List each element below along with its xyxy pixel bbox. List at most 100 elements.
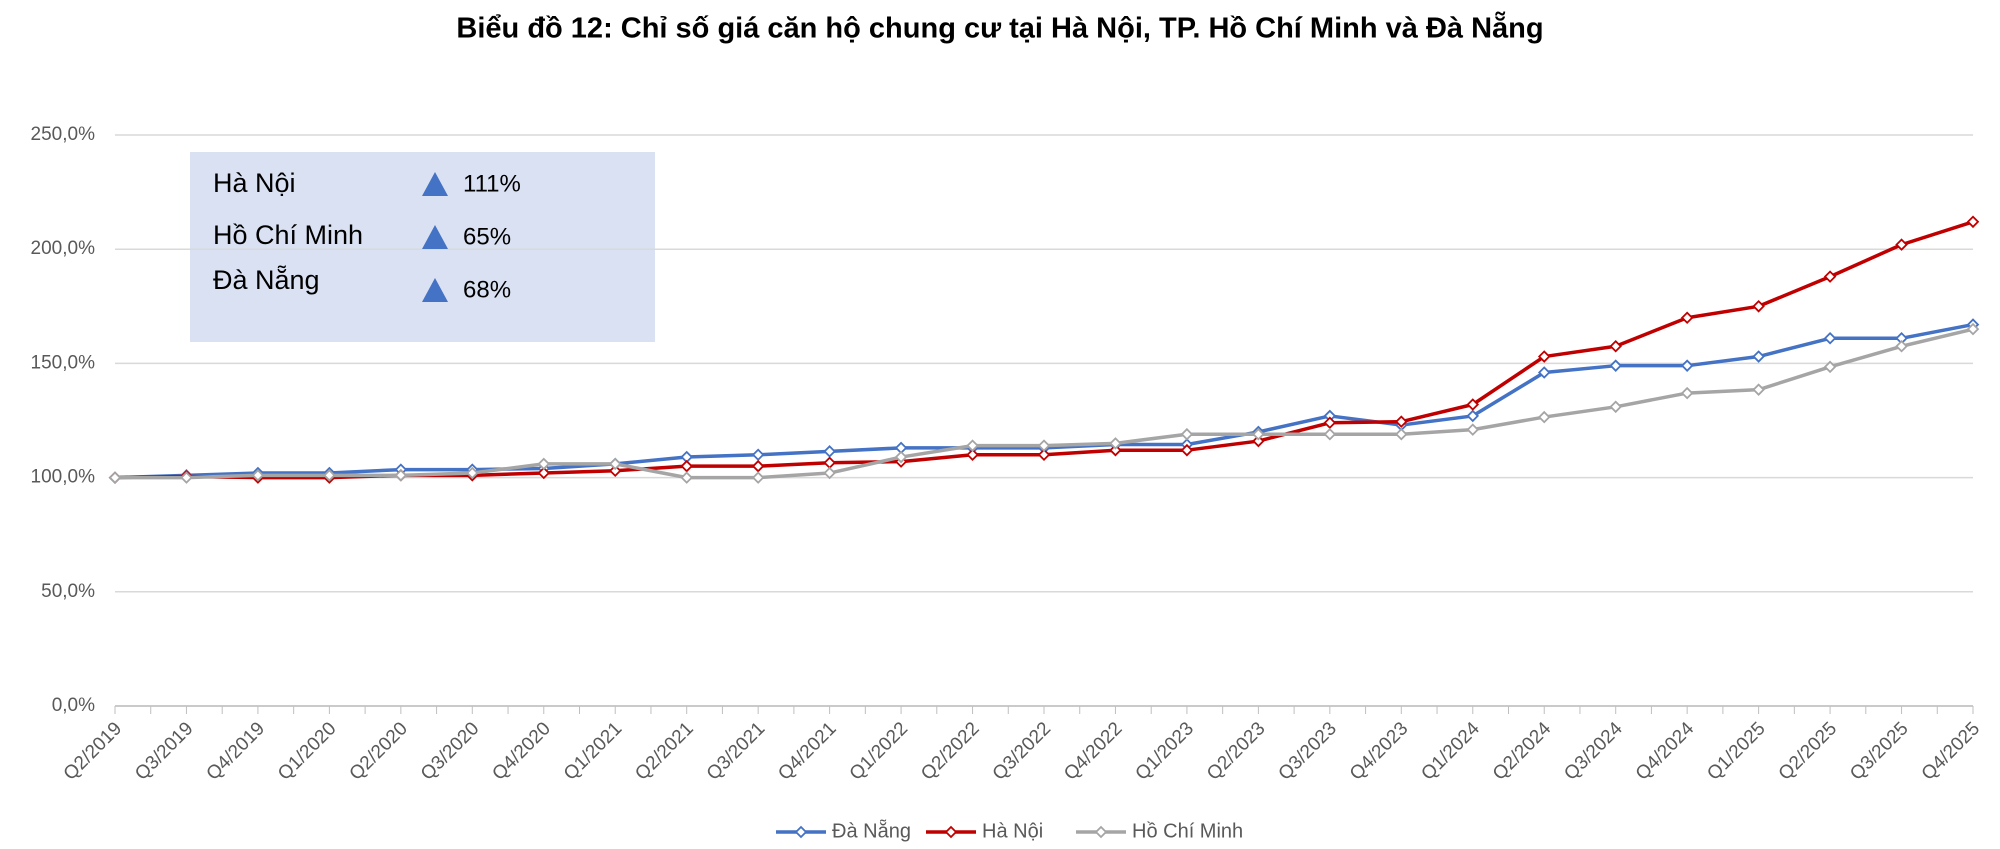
x-tick-label: Q2/2021 (631, 718, 697, 784)
point-marker (1609, 400, 1622, 414)
point-marker (1537, 410, 1551, 424)
point-marker (1180, 443, 1194, 457)
point-marker (1252, 434, 1265, 448)
point-marker (1966, 322, 1980, 336)
point-marker (1609, 359, 1622, 372)
point-marker (1752, 383, 1765, 396)
point-marker (466, 466, 479, 480)
point-marker (251, 469, 265, 482)
y-tick-label: 0,0% (52, 695, 95, 716)
up-triangle (422, 172, 448, 196)
point-marker (1823, 270, 1837, 283)
point-marker (1109, 443, 1122, 457)
point-marker (1395, 415, 1408, 428)
legend-label: Hồ Chí Minh (1132, 820, 1243, 842)
point-marker (1537, 366, 1551, 379)
x-tick-label: Q4/2024 (1632, 718, 1699, 785)
x-tick-label: Q1/2021 (560, 718, 626, 784)
x-tick-label: Q3/2025 (1846, 718, 1912, 784)
x-tick-label: Q2/2024 (1489, 718, 1556, 785)
x-tick-label: Q4/2023 (1346, 718, 1412, 784)
x-tick-label: Q3/2019 (131, 718, 197, 784)
point-marker (1752, 300, 1765, 313)
point-marker (1466, 423, 1480, 436)
x-tick-label: Q2/2019 (60, 718, 126, 784)
annotation-change: 111% (463, 170, 521, 197)
y-tick-label: 100,0% (31, 467, 96, 488)
y-tick-label: 200,0% (31, 238, 96, 259)
point-marker (323, 469, 336, 482)
point-marker (1323, 416, 1337, 430)
point-marker (1680, 311, 1694, 324)
annotation-change: 68% (463, 276, 511, 303)
annotation-change: 65% (463, 223, 511, 250)
point-marker (680, 471, 693, 484)
x-tick-label: Q2/2025 (1775, 718, 1841, 784)
point-marker (751, 448, 765, 462)
x-tick-label: Q2/2023 (1203, 718, 1269, 784)
x-tick-label: Q4/2022 (1060, 718, 1126, 784)
point-marker (1895, 339, 1908, 353)
point-marker (823, 456, 836, 470)
point-marker (1037, 439, 1051, 452)
point-marker (1680, 359, 1694, 372)
point-marker (751, 459, 765, 473)
x-tick-label: Q1/2020 (274, 718, 340, 784)
point-marker (1395, 427, 1408, 441)
x-tick-label: Q2/2022 (917, 718, 983, 784)
point-marker (1823, 360, 1837, 374)
x-tick-label: Q3/2023 (1275, 718, 1341, 784)
legend-marker (1094, 825, 1108, 839)
legend-label: Đà Nẵng (832, 819, 911, 842)
x-tick-label: Q3/2020 (417, 718, 483, 784)
point-marker (180, 471, 193, 484)
point-marker (1037, 448, 1051, 462)
x-tick-label: Q3/2021 (703, 718, 769, 784)
chart-title: Biểu đồ 12: Chỉ số giá căn hộ chung cư t… (456, 11, 1543, 45)
point-marker (1466, 409, 1480, 423)
point-marker (1537, 350, 1551, 363)
x-tick-label: Q1/2022 (846, 718, 912, 784)
x-tick-label: Q2/2020 (346, 718, 412, 784)
up-triangle (422, 225, 448, 249)
y-tick-label: 50,0% (41, 581, 95, 602)
point-marker (823, 445, 836, 458)
x-tick-label: Q4/2021 (774, 718, 840, 784)
x-tick-label: Q3/2022 (989, 718, 1055, 784)
point-marker (394, 469, 408, 482)
x-tick-label: Q3/2024 (1560, 718, 1627, 785)
point-marker (1823, 332, 1837, 345)
point-marker (1323, 427, 1337, 441)
point-marker (966, 448, 979, 462)
point-marker (108, 471, 122, 484)
x-tick-label: Q4/2020 (488, 718, 554, 784)
x-tick-label: Q4/2019 (203, 718, 269, 784)
legend-marker (794, 825, 808, 839)
point-marker (1966, 215, 1980, 229)
point-marker (537, 457, 551, 471)
x-tick-label: Q1/2024 (1417, 718, 1484, 785)
point-marker (1752, 350, 1765, 363)
point-marker (1680, 386, 1694, 400)
point-marker (680, 459, 693, 473)
annotation-label: Hồ Chí Minh (213, 220, 363, 250)
point-marker (1609, 339, 1622, 353)
up-triangle (422, 278, 448, 302)
annotation-label: Đà Nẵng (213, 264, 320, 295)
point-marker (1466, 398, 1480, 411)
point-marker (608, 457, 622, 471)
point-marker (1109, 437, 1122, 450)
point-marker (823, 466, 836, 480)
point-marker (966, 439, 979, 452)
point-marker (1252, 427, 1265, 441)
info-box (190, 152, 655, 342)
point-marker (1180, 427, 1194, 441)
y-tick-label: 250,0% (31, 124, 96, 145)
point-marker (751, 471, 765, 484)
annotation-label: Hà Nội (213, 168, 296, 198)
x-tick-label: Q4/2025 (1918, 718, 1984, 784)
x-tick-label: Q1/2023 (1132, 718, 1198, 784)
point-marker (894, 450, 908, 464)
